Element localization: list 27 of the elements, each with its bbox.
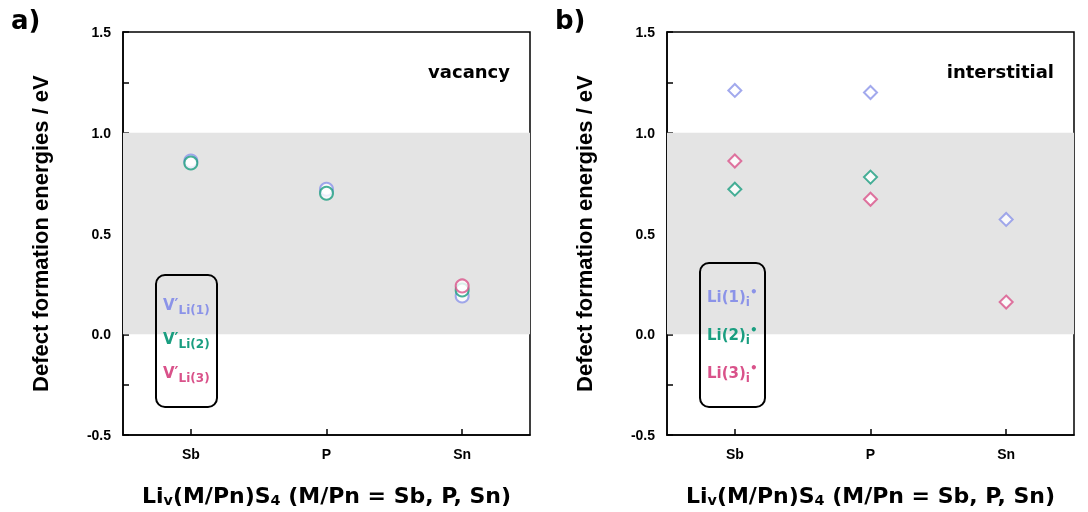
annotation: vacancy xyxy=(428,60,511,82)
y-axis-title: Defect formation energies / eV xyxy=(27,74,53,392)
chart-title: a) xyxy=(11,5,41,35)
y-tick-label: -0.5 xyxy=(86,427,112,444)
text: V′$_{Li(2)}$ xyxy=(163,330,210,351)
x-tick-label: P xyxy=(865,446,876,463)
x-axis-title: Liv(M/Pn)S4 (M/Pn = Sb, P, Sn) xyxy=(142,482,511,508)
x-axis-title: Liv(M/Pn)S4 (M/Pn = Sb, P, Sn) xyxy=(686,482,1055,508)
text: V′$_{Li(3)}$ xyxy=(163,364,210,385)
x-tick-label: Sn xyxy=(997,446,1016,463)
y-tick-label: 0.5 xyxy=(91,225,112,242)
y-tick-label: 1.5 xyxy=(635,24,656,40)
x-tick-label: P xyxy=(321,446,332,463)
text: V′$_{Li(1)}$ xyxy=(163,296,210,317)
y-tick-label: 0.0 xyxy=(91,326,112,343)
chart-title: b) xyxy=(555,5,586,35)
y-tick-label: -0.5 xyxy=(630,427,656,444)
x-tick-label: Sb xyxy=(181,446,200,463)
annotation: interstitial xyxy=(946,60,1055,82)
y-tick-label: 0.5 xyxy=(635,225,656,242)
x-tick-label: Sb xyxy=(725,446,744,463)
y-tick-label: 1.0 xyxy=(635,124,656,141)
y-tick-label: 1.5 xyxy=(91,24,112,40)
y-tick-label: 0.0 xyxy=(635,326,656,343)
y-tick-label: 1.0 xyxy=(91,124,112,141)
x-tick-label: Sn xyxy=(453,446,472,463)
y-axis-title: Defect formation energies / eV xyxy=(571,74,597,392)
